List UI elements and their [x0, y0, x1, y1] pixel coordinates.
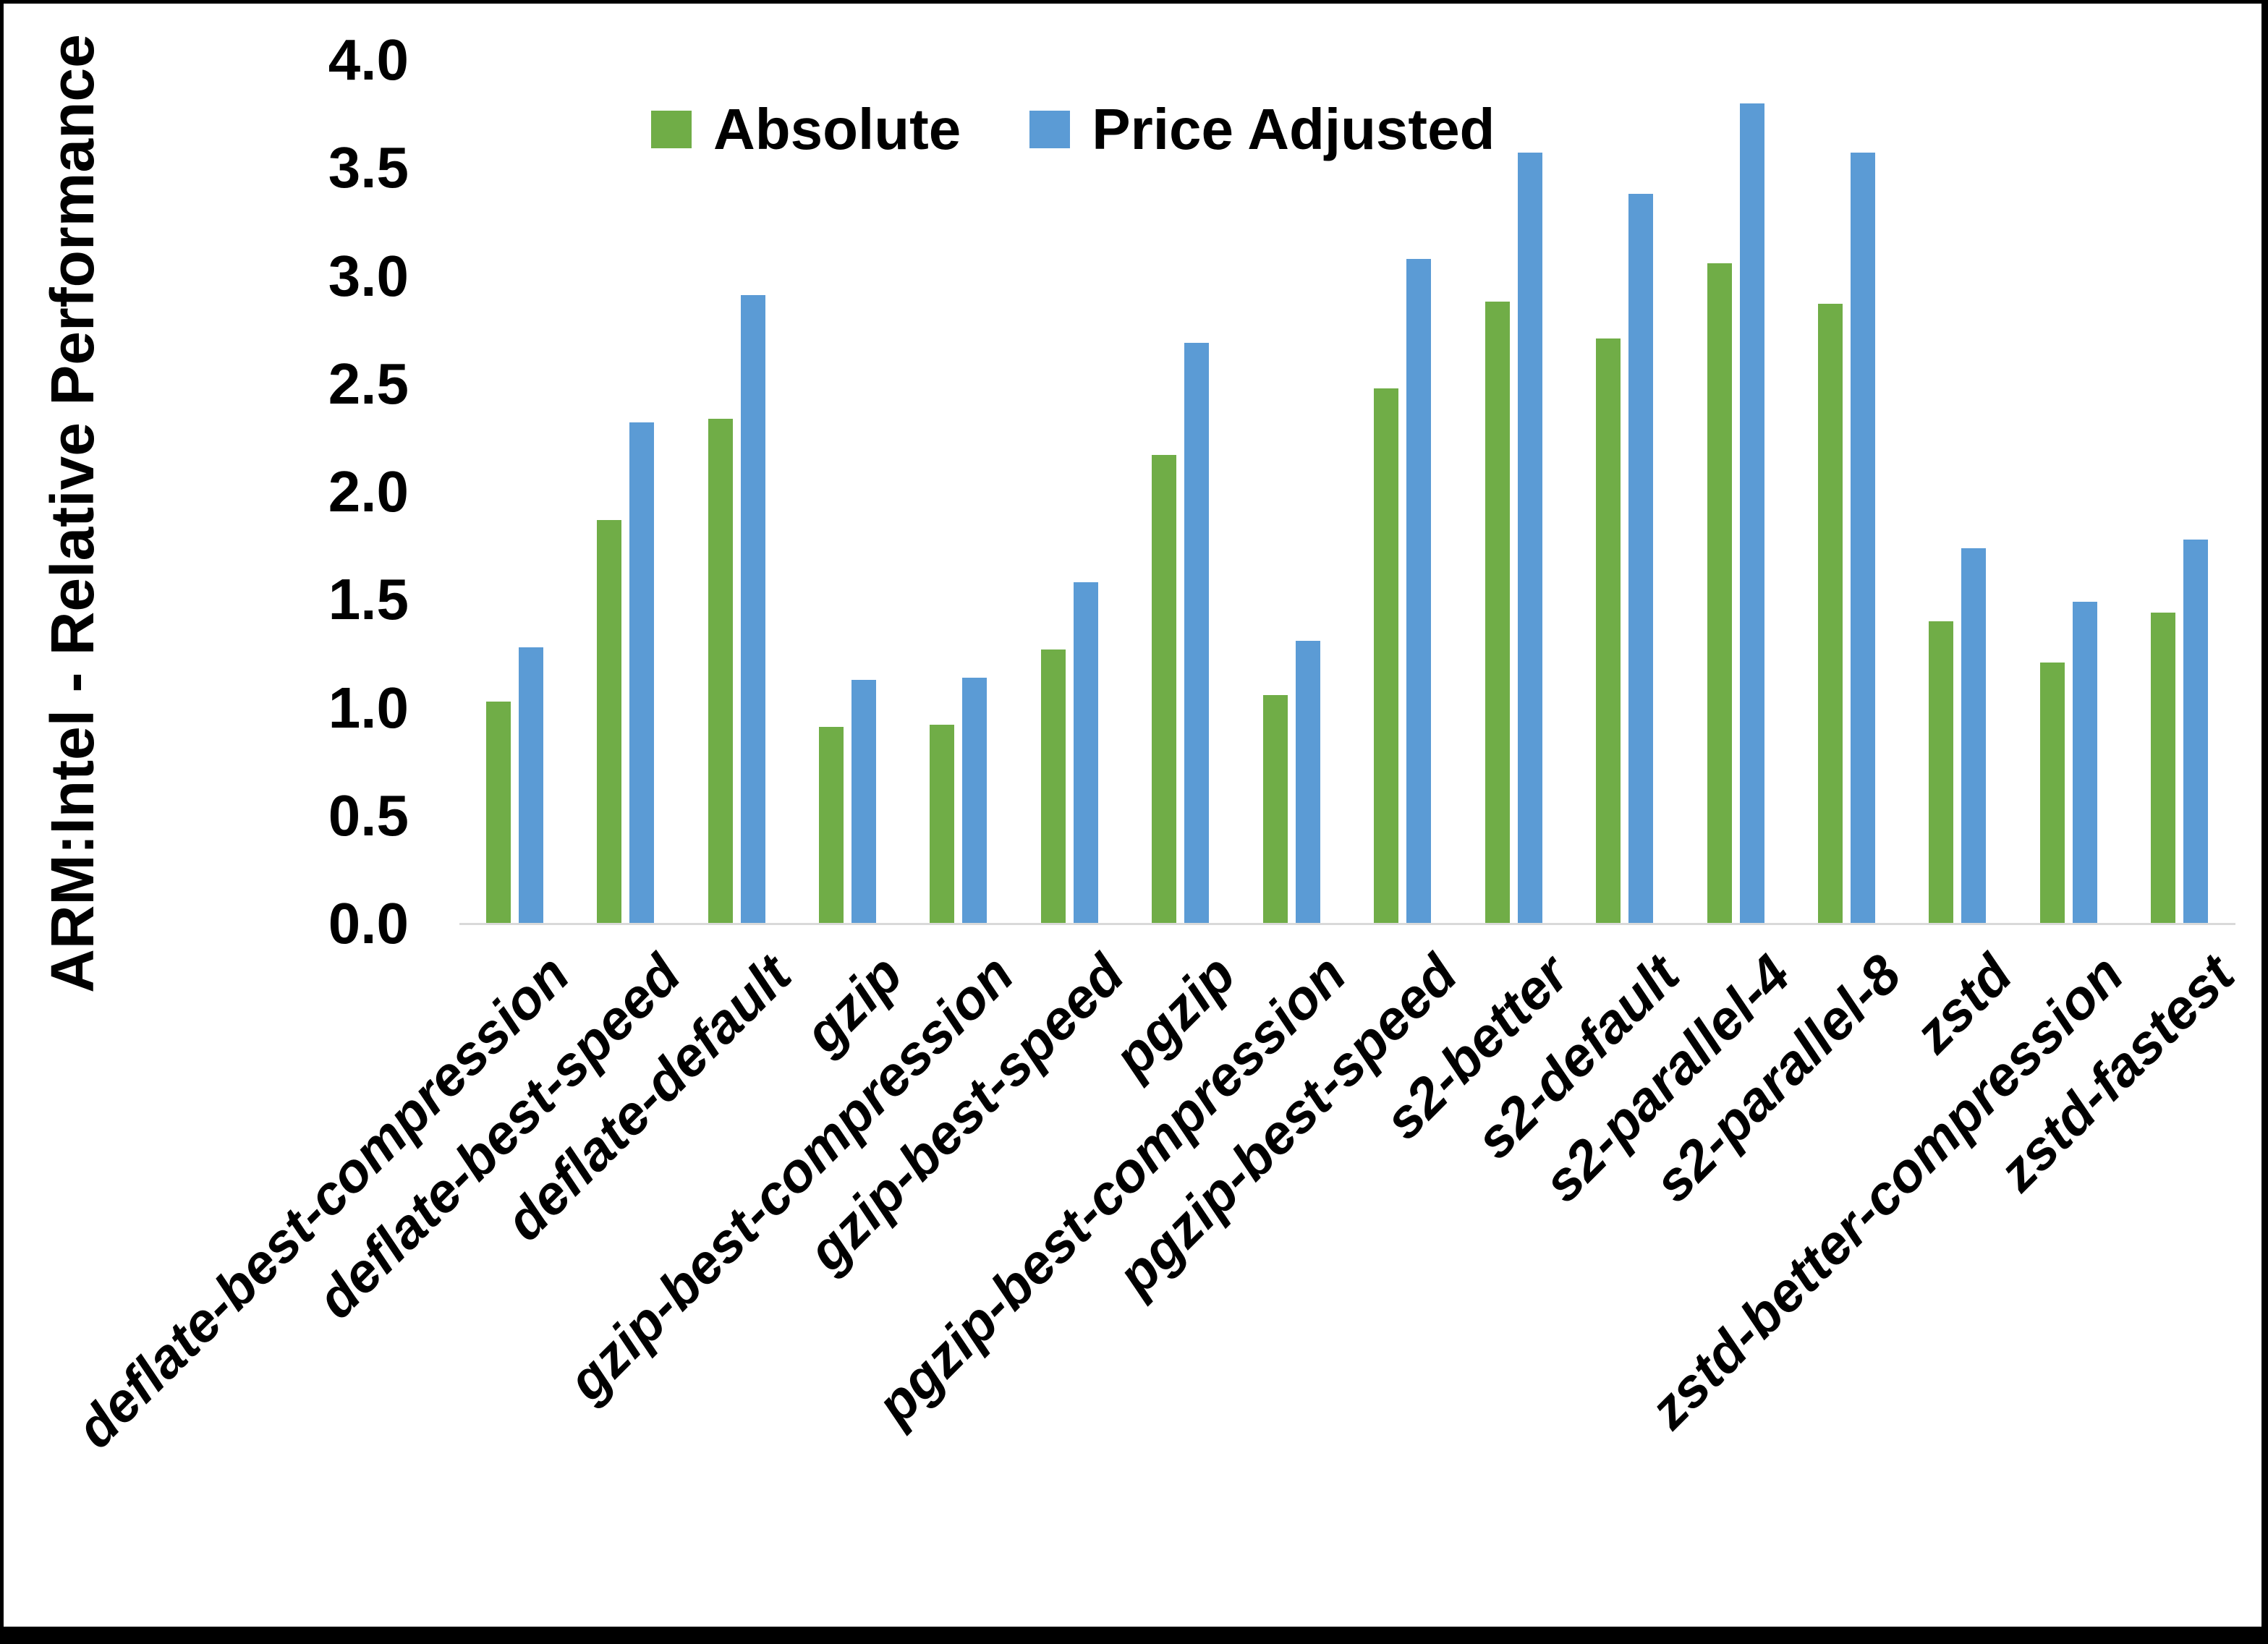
legend-label-absolute: Absolute [713, 97, 961, 161]
y-tick-label: 4.0 [328, 27, 409, 92]
bar-price-adjusted-pgzip-best-compression [1295, 640, 1320, 924]
y-tick-label: 3.5 [328, 135, 409, 200]
legend-label-price-adjusted: Price Adjusted [1092, 97, 1495, 161]
bar-price-adjusted-s2-parallel-8 [1850, 153, 1875, 924]
bar-price-adjusted-zstd-fastest [2183, 539, 2209, 924]
bar-price-adjusted-deflate-default [740, 295, 765, 924]
bar-absolute-gzip [819, 727, 844, 924]
bar-absolute-s2-parallel-8 [1817, 304, 1843, 924]
bar-price-adjusted-zstd [1961, 548, 1987, 924]
bar-price-adjusted-gzip [851, 679, 877, 924]
bar-absolute-deflate-best-speed [597, 519, 622, 924]
y-tick-label: 2.5 [328, 351, 409, 416]
absolute-series-swatch-icon [651, 111, 692, 148]
bar-absolute-s2-parallel-4 [1707, 263, 1732, 924]
bar-price-adjusted-pgzip [1184, 343, 1210, 924]
bar-absolute-s2-default [1596, 338, 1621, 924]
bar-price-adjusted-pgzip-best-speed [1406, 258, 1432, 924]
bar-absolute-gzip-best-compression [930, 725, 955, 924]
y-axis-title: ARM:Intel - Relative Performance [38, 34, 106, 993]
bar-absolute-pgzip-best-speed [1374, 388, 1399, 924]
bar-absolute-pgzip [1152, 455, 1177, 924]
bar-price-adjusted-zstd-better-compression [2072, 602, 2097, 924]
bar-price-adjusted-s2-default [1628, 194, 1654, 924]
x-axis-line [459, 923, 2235, 925]
legend-item-absolute[interactable]: Absolute [651, 96, 961, 163]
bar-price-adjusted-s2-parallel-4 [1739, 103, 1764, 924]
legend-item-price-adjusted[interactable]: Price Adjusted [1029, 96, 1495, 163]
y-tick-label: 0.0 [328, 891, 409, 955]
bar-price-adjusted-deflate-best-speed [629, 422, 655, 924]
bar-absolute-deflate-best-compression [485, 701, 511, 924]
y-tick-label: 2.0 [328, 459, 409, 524]
bar-price-adjusted-deflate-best-compression [518, 647, 543, 924]
bar-absolute-zstd [1929, 621, 1954, 924]
price-adjusted-series-swatch-icon [1029, 111, 1071, 148]
bar-price-adjusted-s2-better [1517, 153, 1542, 924]
bar-absolute-deflate-default [708, 418, 733, 924]
bar-absolute-zstd-better-compression [2039, 662, 2065, 924]
bar-absolute-gzip-best-speed [1040, 649, 1066, 924]
y-tick-label: 1.0 [328, 675, 409, 740]
y-tick-label: 1.5 [328, 567, 409, 632]
y-tick-label: 3.0 [328, 243, 409, 308]
bar-absolute-s2-better [1485, 302, 1510, 924]
bar-absolute-zstd-fastest [2151, 613, 2176, 924]
bar-absolute-pgzip-best-compression [1262, 694, 1288, 924]
y-tick-label: 0.5 [328, 783, 409, 848]
bar-chart: ARM:Intel - Relative Performance Absolut… [4, 4, 2261, 1627]
legend: Absolute Price Adjusted [651, 96, 1495, 163]
bar-price-adjusted-gzip-best-compression [962, 677, 988, 924]
bar-price-adjusted-gzip-best-speed [1073, 582, 1098, 924]
